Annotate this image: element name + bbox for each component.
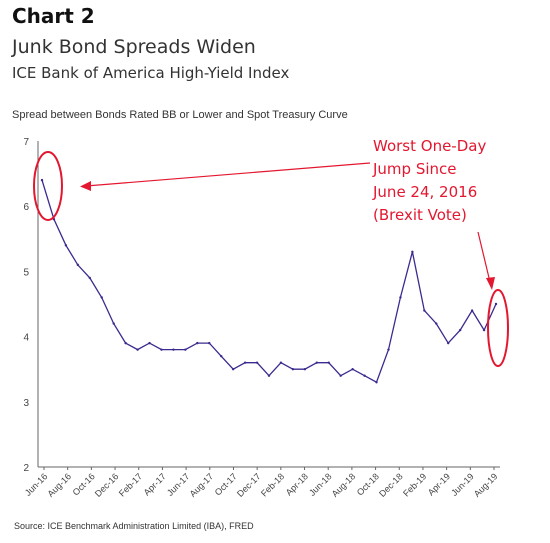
arrow-head-right xyxy=(486,277,495,290)
x-tick-label: Dec-17 xyxy=(235,471,263,499)
data-point xyxy=(279,361,283,364)
x-tick-label: Jun-17 xyxy=(165,471,192,498)
x-tick-label: Aug-18 xyxy=(330,471,358,499)
x-tick-label: Apr-19 xyxy=(426,471,452,497)
data-point xyxy=(76,263,80,267)
x-tick-label: Dec-16 xyxy=(93,471,121,499)
x-tick-label: Apr-17 xyxy=(142,471,168,497)
y-tick-label: 6 xyxy=(23,202,29,213)
x-tick-label: Oct-16 xyxy=(71,471,97,497)
data-point xyxy=(124,341,127,345)
y-axis-label: Spread between Bonds Rated BB or Lower a… xyxy=(12,109,348,121)
data-point xyxy=(172,348,175,351)
annotation-text: Worst One-Day Jump Since June 24, 2016 (… xyxy=(373,135,543,227)
data-point xyxy=(447,341,450,345)
y-tick-label: 4 xyxy=(23,333,29,344)
annotation-line: June 24, 2016 xyxy=(373,183,478,201)
x-tick-label: Aug-16 xyxy=(45,471,73,499)
annotation-arrow-right xyxy=(477,231,491,283)
y-tick-label: 2 xyxy=(23,463,29,474)
data-point xyxy=(64,244,68,247)
data-point xyxy=(399,296,402,299)
chart-title: Junk Bond Spreads Widen xyxy=(12,36,256,58)
data-point xyxy=(100,296,103,299)
data-point xyxy=(208,341,211,345)
data-point xyxy=(363,374,366,377)
data-point xyxy=(267,374,271,377)
data-point xyxy=(482,328,486,332)
x-tick-label: Feb-17 xyxy=(117,471,144,498)
annotation-line: Jump Since xyxy=(373,160,457,178)
data-point xyxy=(303,368,307,371)
source-note: Source: ICE Benchmark Administration Lim… xyxy=(14,521,254,531)
data-point xyxy=(470,309,474,312)
y-tick-label: 7 xyxy=(23,137,29,148)
arrow-head-left xyxy=(80,181,91,191)
data-point xyxy=(231,368,235,371)
data-point xyxy=(160,348,163,351)
x-tick-label: Jun-18 xyxy=(307,471,334,498)
x-tick-label: Jun-16 xyxy=(23,471,50,498)
data-point xyxy=(196,341,199,345)
x-tick-label: Feb-18 xyxy=(259,471,286,498)
data-point xyxy=(315,361,318,364)
y-tick-label: 5 xyxy=(23,267,29,278)
data-point xyxy=(148,341,151,345)
data-point xyxy=(243,361,247,364)
data-point xyxy=(255,361,259,364)
data-point xyxy=(423,309,426,312)
data-point xyxy=(136,348,139,351)
data-point xyxy=(387,348,390,351)
data-point xyxy=(435,322,438,325)
x-tick-label: Aug-19 xyxy=(472,471,500,499)
highlight-ellipse-brexit xyxy=(33,151,63,221)
data-point xyxy=(291,368,295,371)
annotation-line: (Brexit Vote) xyxy=(373,206,467,224)
x-tick-label: Aug-17 xyxy=(188,471,216,499)
data-point xyxy=(375,381,378,384)
x-tick-label: Oct-18 xyxy=(355,471,381,497)
x-tick-label: Oct-17 xyxy=(213,471,239,497)
x-tick-label: Feb-19 xyxy=(401,471,428,498)
data-point xyxy=(351,368,354,371)
data-point xyxy=(327,361,330,364)
x-tick-label: Dec-18 xyxy=(377,471,405,499)
y-tick-label: 3 xyxy=(23,398,29,409)
data-point xyxy=(184,348,187,351)
x-tick-label: Apr-18 xyxy=(284,471,310,497)
annotation-arrow-left xyxy=(85,162,371,187)
chart-label: Chart 2 xyxy=(12,4,95,28)
data-point xyxy=(458,328,462,332)
x-tick-label: Jun-19 xyxy=(449,471,476,498)
annotation-line: Worst One-Day xyxy=(373,137,487,155)
highlight-ellipse-latest xyxy=(487,289,509,367)
data-point xyxy=(88,276,91,280)
data-point xyxy=(411,250,414,254)
data-point xyxy=(494,302,498,306)
data-point xyxy=(112,322,115,325)
data-point xyxy=(40,178,44,182)
chart-subtitle: ICE Bank of America High-Yield Index xyxy=(12,64,290,82)
data-point xyxy=(339,374,342,377)
data-point xyxy=(220,354,223,358)
